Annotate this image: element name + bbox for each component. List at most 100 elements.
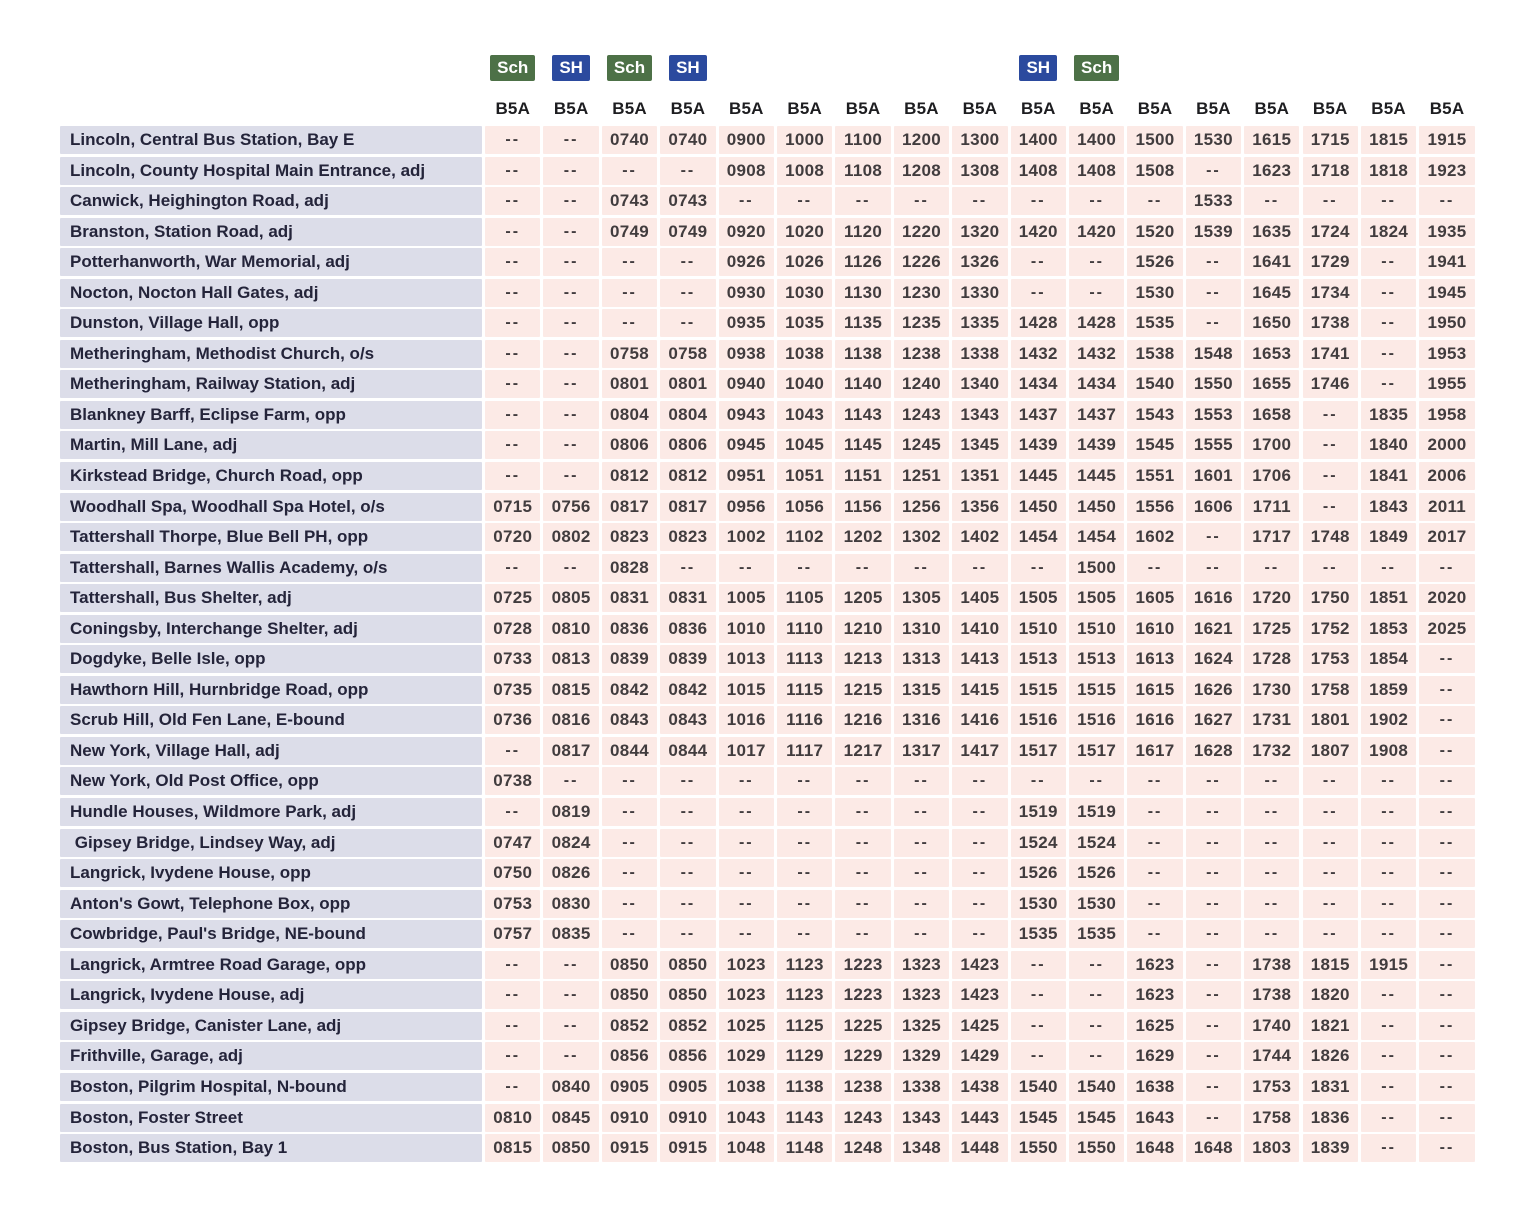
- stop-name-cell: Scrub Hill, Old Fen Lane, E-bound: [60, 706, 482, 735]
- departure-time-cell: 1740: [1244, 1011, 1300, 1040]
- route-label: B5A: [962, 98, 998, 118]
- departure-time-cell: 1045: [777, 431, 833, 460]
- departure-time-cell: 1423: [952, 981, 1008, 1010]
- departure-time-cell: 0757: [485, 920, 541, 949]
- no-service-cell: --: [1244, 553, 1300, 582]
- departure-time-cell: 1338: [893, 1072, 950, 1101]
- departure-time-cell: 0736: [485, 706, 541, 735]
- departure-time-cell: 0823: [660, 523, 716, 552]
- departure-time-cell: 1724: [1302, 217, 1358, 246]
- departure-time-cell: 0747: [485, 828, 541, 857]
- stop-name-cell: Canwick, Heighington Road, adj: [60, 187, 482, 216]
- departure-time-cell: 1535: [1069, 920, 1125, 949]
- no-service-cell: --: [543, 553, 599, 582]
- no-service-cell: --: [1360, 1103, 1417, 1132]
- departure-time-cell: 1329: [893, 1042, 950, 1071]
- departure-time-cell: 0856: [660, 1042, 716, 1071]
- departure-time-cell: 1428: [1069, 309, 1125, 338]
- departure-time-cell: 1635: [1244, 217, 1300, 246]
- timetable-row: Blankney Barff, Eclipse Farm, opp -- -- 080…: [60, 400, 1475, 429]
- departure-time-cell: 1923: [1419, 156, 1475, 185]
- departure-time-cell: 1550: [1010, 1134, 1066, 1163]
- departure-time-cell: 1437: [1010, 400, 1066, 429]
- departure-time-cell: 1415: [952, 675, 1008, 704]
- school-holiday-badge: SH: [1019, 55, 1058, 81]
- no-service-cell: --: [893, 187, 950, 216]
- no-service-cell: --: [1360, 920, 1417, 949]
- departure-time-cell: 1753: [1244, 1072, 1300, 1101]
- no-service-cell: --: [1360, 981, 1417, 1010]
- no-service-cell: --: [1010, 187, 1066, 216]
- no-service-cell: --: [1185, 981, 1242, 1010]
- no-service-cell: --: [1185, 920, 1242, 949]
- stop-name-cell: Hawthorn Hill, Hurnbridge Road, opp: [60, 675, 482, 704]
- stop-name-cell: Tattershall, Bus Shelter, adj: [60, 584, 482, 613]
- departure-time-cell: 1758: [1244, 1103, 1300, 1132]
- departure-time-cell: 1539: [1185, 217, 1242, 246]
- no-service-cell: --: [718, 187, 774, 216]
- departure-time-cell: 1510: [1069, 614, 1125, 643]
- departure-time-cell: 1445: [1069, 462, 1125, 491]
- departure-time-cell: 1325: [893, 1011, 950, 1040]
- departure-time-cell: 1043: [777, 400, 833, 429]
- no-service-cell: --: [543, 217, 599, 246]
- departure-time-cell: 1351: [952, 462, 1008, 491]
- no-service-cell: --: [1302, 859, 1358, 888]
- departure-time-cell: 2020: [1419, 584, 1475, 613]
- route-label: B5A: [1020, 98, 1056, 118]
- departure-time-cell: 1320: [952, 217, 1008, 246]
- stop-name-cell: Cowbridge, Paul's Bridge, NE-bound: [60, 920, 482, 949]
- stop-name-cell: Nocton, Nocton Hall Gates, adj: [60, 278, 482, 307]
- departure-time-cell: 0839: [601, 645, 658, 674]
- no-service-cell: --: [660, 798, 716, 827]
- school-holiday-badge: SH: [552, 55, 590, 81]
- route-header-row: B5A B5A B5A B5A B5A B5A B5A B5A B5A B5A B5A B5A B5A B…: [60, 98, 1475, 119]
- no-service-cell: --: [952, 553, 1008, 582]
- no-service-cell: --: [952, 859, 1008, 888]
- departure-time-cell: 1223: [835, 950, 891, 979]
- departure-time-cell: 1818: [1360, 156, 1417, 185]
- departure-time-cell: 1340: [952, 370, 1008, 399]
- timetable-row: New York, Old Post Office, opp 0738 -- -- --…: [60, 767, 1475, 796]
- departure-time-cell: 1437: [1069, 400, 1125, 429]
- departure-time-cell: 1438: [952, 1072, 1008, 1101]
- departure-time-cell: 1746: [1302, 370, 1358, 399]
- no-service-cell: --: [893, 920, 950, 949]
- timetable-row: Canwick, Heighington Road, adj -- -- 0743 07…: [60, 187, 1475, 216]
- departure-time-cell: 0740: [660, 126, 716, 154]
- departure-time-cell: 0956: [718, 492, 774, 521]
- departure-time-cell: 1140: [835, 370, 891, 399]
- no-service-cell: --: [1127, 767, 1183, 796]
- no-service-cell: --: [952, 187, 1008, 216]
- departure-time-cell: 1226: [893, 248, 950, 277]
- departure-time-cell: 1448: [952, 1134, 1008, 1163]
- departure-time-cell: 1202: [835, 523, 891, 552]
- departure-time-cell: 1843: [1360, 492, 1417, 521]
- no-service-cell: --: [1127, 798, 1183, 827]
- departure-time-cell: 1223: [835, 981, 891, 1010]
- no-service-cell: --: [1185, 859, 1242, 888]
- departure-time-cell: 1623: [1127, 981, 1183, 1010]
- no-service-cell: --: [1360, 1134, 1417, 1163]
- no-service-cell: --: [718, 859, 774, 888]
- departure-time-cell: 0831: [660, 584, 716, 613]
- departure-time-cell: 0824: [543, 828, 599, 857]
- departure-time-cell: 1215: [835, 675, 891, 704]
- departure-time-cell: 2025: [1419, 614, 1475, 643]
- departure-time-cell: 1310: [893, 614, 950, 643]
- route-label: B5A: [1429, 98, 1465, 118]
- departure-time-cell: 0805: [543, 584, 599, 613]
- departure-time-cell: 1955: [1419, 370, 1475, 399]
- departure-time-cell: 1530: [1069, 889, 1125, 918]
- departure-time-cell: 0842: [660, 675, 716, 704]
- departure-time-cell: 1425: [952, 1011, 1008, 1040]
- no-service-cell: --: [1010, 248, 1066, 277]
- no-service-cell: --: [1419, 706, 1475, 735]
- departure-time-cell: 1345: [952, 431, 1008, 460]
- departure-time-cell: 1628: [1185, 736, 1242, 765]
- no-service-cell: --: [1360, 1011, 1417, 1040]
- no-service-cell: --: [1010, 553, 1066, 582]
- departure-time-cell: 1356: [952, 492, 1008, 521]
- departure-time-cell: 1950: [1419, 309, 1475, 338]
- departure-time-cell: 1821: [1302, 1011, 1358, 1040]
